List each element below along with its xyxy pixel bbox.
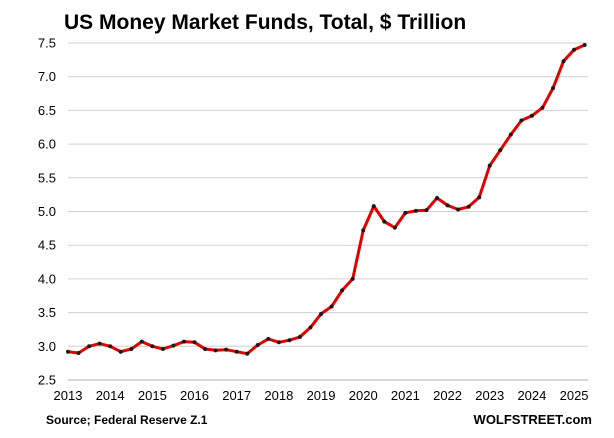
x-axis-ticks: 2013 2014 2015 2016 2017 2018 2019 2020 2021 2022…	[54, 388, 589, 403]
data-point	[87, 344, 92, 349]
data-point	[508, 132, 513, 137]
gridlines	[68, 42, 588, 381]
y-tick-label: 7.0	[38, 69, 56, 84]
data-point	[181, 339, 186, 344]
x-tick-label: 2020	[349, 388, 378, 403]
y-tick-label: 6.5	[38, 103, 56, 118]
x-tick-label: 2013	[54, 388, 83, 403]
data-point	[245, 351, 250, 356]
data-point	[445, 203, 450, 208]
data-point	[66, 349, 70, 354]
data-point	[413, 208, 418, 213]
x-tick-label: 2023	[475, 388, 504, 403]
x-tick-label: 2017	[222, 388, 251, 403]
data-point	[361, 228, 366, 233]
data-point	[582, 43, 587, 48]
x-tick-label: 2015	[138, 388, 167, 403]
x-tick-label: 2025	[560, 388, 589, 403]
data-point	[276, 340, 281, 345]
data-point	[550, 86, 555, 91]
data-point	[150, 344, 155, 349]
data-point	[287, 338, 292, 343]
x-tick-label: 2018	[264, 388, 293, 403]
brand-label: WOLFSTREET.com	[474, 412, 592, 427]
y-axis-ticks: 2.5 3.0 3.5 4.0 4.5 5.0 5.5 6.0 6.5 7.0 7.5	[38, 36, 56, 388]
y-tick-label: 2.5	[38, 373, 56, 388]
data-point	[234, 349, 239, 354]
y-tick-label: 3.5	[38, 305, 56, 320]
data-point	[129, 346, 134, 351]
data-point	[108, 344, 113, 349]
data-point	[308, 325, 313, 330]
source-note: Source; Federal Reserve Z.1	[46, 413, 208, 427]
data-point	[192, 340, 197, 345]
data-point	[171, 343, 176, 348]
data-point	[297, 334, 302, 339]
data-point	[224, 347, 229, 352]
y-tick-label: 4.5	[38, 238, 56, 253]
data-point	[435, 196, 440, 201]
data-point	[203, 346, 208, 351]
x-tick-label: 2019	[307, 388, 336, 403]
y-tick-label: 5.0	[38, 204, 56, 219]
x-tick-label: 2014	[96, 388, 125, 403]
data-point	[424, 208, 429, 213]
data-point	[319, 311, 324, 316]
data-point	[160, 346, 165, 351]
y-tick-label: 4.0	[38, 271, 56, 286]
series-line	[66, 43, 587, 356]
data-point	[561, 59, 566, 64]
data-point	[371, 204, 376, 209]
data-point	[403, 210, 408, 215]
data-point	[456, 207, 461, 212]
series-total	[66, 43, 587, 356]
data-point	[266, 336, 271, 341]
data-point	[139, 339, 144, 344]
data-point	[329, 304, 334, 309]
data-point	[340, 288, 345, 293]
data-point	[97, 341, 102, 346]
data-point	[255, 342, 260, 347]
data-point	[519, 118, 524, 123]
data-point	[466, 204, 471, 209]
data-point	[392, 225, 397, 230]
data-point	[76, 351, 81, 356]
data-point	[213, 348, 218, 353]
data-point	[572, 47, 577, 52]
data-point	[118, 349, 123, 354]
data-point	[382, 219, 387, 224]
x-tick-label: 2021	[391, 388, 420, 403]
y-tick-label: 6.0	[38, 137, 56, 152]
y-tick-label: 7.5	[38, 36, 56, 51]
x-tick-label: 2016	[180, 388, 209, 403]
data-point	[540, 105, 545, 110]
data-point	[477, 195, 482, 200]
x-tick-label: 2024	[517, 388, 546, 403]
data-point	[529, 113, 534, 118]
data-point	[350, 276, 355, 281]
chart-title: US Money Market Funds, Total, $ Trillion	[64, 11, 466, 34]
data-point	[498, 148, 503, 153]
data-point	[487, 163, 492, 168]
y-tick-label: 3.0	[38, 339, 56, 354]
y-tick-label: 5.5	[38, 170, 56, 185]
x-tick-label: 2022	[433, 388, 462, 403]
